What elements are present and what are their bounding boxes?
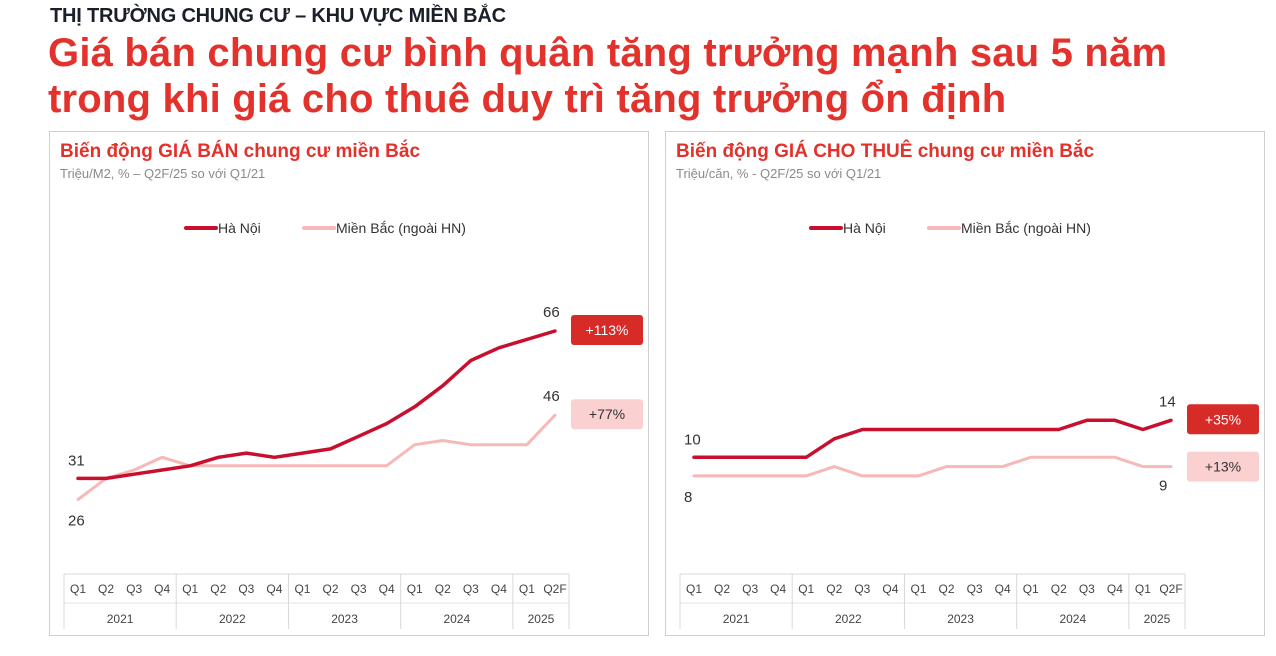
x-axis: Q1 Q2 Q3 Q4 Q1 Q2 Q3 Q4 Q1 Q2 Q3 Q4 Q1 Q2 Q3 Q4 Q1 Q2F 202… — [679, 573, 1186, 629]
chart-title: Biến động GIÁ CHO THUÊ chung cư miền Bắc — [676, 141, 1095, 162]
x-tick-label: Q1 — [1135, 582, 1151, 596]
legend-label-hanoi: Hà Nội — [218, 220, 261, 236]
x-tick-label: Q4 — [266, 582, 282, 596]
series-line-north — [692, 455, 1173, 478]
chart-legend: Hà Nội Miền Bắc (ngoài HN) — [184, 220, 466, 236]
series-line-hanoi — [692, 418, 1173, 460]
badge-north: +77% — [571, 399, 643, 430]
badge-hanoi-bg — [1187, 404, 1259, 435]
chart-panel-sale-price: Biến động GIÁ BÁN chung cư miền Bắc Triệ… — [49, 131, 649, 636]
badge-north-text: +13% — [1205, 459, 1241, 475]
chart-panel-rent-price: Biến động GIÁ CHO THUÊ chung cư miền Bắc… — [665, 131, 1265, 636]
x-year-label: 2024 — [1059, 612, 1086, 626]
x-tick-label: Q1 — [798, 582, 814, 596]
x-tick-label: Q2F — [543, 582, 566, 596]
x-tick-label: Q1 — [182, 582, 198, 596]
badge-north-text: +77% — [589, 406, 625, 422]
x-tick-label: Q4 — [379, 582, 395, 596]
x-tick-label: Q3 — [742, 582, 758, 596]
x-tick-label: Q1 — [910, 582, 926, 596]
x-tick-label: Q2 — [98, 582, 114, 596]
x-year-label: 2023 — [947, 612, 974, 626]
x-tick-label: Q4 — [154, 582, 170, 596]
chart-subtitle: Triệu/căn, % - Q2F/25 so với Q1/21 — [676, 166, 882, 181]
badge-north: +13% — [1187, 451, 1259, 482]
data-label-end-top: 14 — [1159, 393, 1176, 410]
x-tick-label: Q4 — [491, 582, 507, 596]
x-tick-label: Q2 — [939, 582, 955, 596]
x-tick-label: Q3 — [351, 582, 367, 596]
series-line-north — [76, 413, 557, 501]
legend-label-north: Miền Bắc (ngoài HN) — [336, 220, 466, 236]
data-label-start-top: 10 — [684, 431, 701, 448]
headline-line-1: Giá bán chung cư bình quân tăng trưởng m… — [48, 31, 1168, 75]
x-year-label: 2022 — [219, 612, 246, 626]
page-kicker: THỊ TRƯỜNG CHUNG CƯ – KHU VỰC MIỀN BẮC — [50, 5, 506, 27]
x-tick-label: Q4 — [995, 582, 1011, 596]
x-tick-label: Q3 — [1079, 582, 1095, 596]
chart-sale-price: Hà Nội Miền Bắc (ngoài HN) 31 26 66 46 +113% +7… — [63, 220, 643, 629]
data-label-start-bottom: 8 — [684, 489, 692, 506]
chart-legend: Hà Nội Miền Bắc (ngoài HN) — [809, 220, 1091, 236]
x-tick-label: Q3 — [126, 582, 142, 596]
badge-hanoi: +113% — [571, 314, 643, 345]
x-tick-label: Q2 — [1051, 582, 1067, 596]
x-tick-label: Q2 — [435, 582, 451, 596]
chart-rent-price: Hà Nội Miền Bắc (ngoài HN) 10 8 14 9 +35% +13% Q… — [679, 220, 1259, 629]
data-label-start-bottom: 26 — [68, 512, 85, 529]
badge-north-bg — [571, 399, 643, 430]
x-tick-label: Q2 — [714, 582, 730, 596]
data-label-start-top: 31 — [68, 452, 85, 469]
x-year-label: 2022 — [835, 612, 862, 626]
data-label-end-bottom: 46 — [543, 388, 560, 405]
x-tick-label: Q4 — [1107, 582, 1123, 596]
x-axis: Q1 Q2 Q3 Q4 Q1 Q2 Q3 Q4 Q1 Q2 Q3 Q4 Q1 Q2 Q3 Q4 Q1 Q2F 202… — [63, 573, 570, 629]
badge-north-bg — [1187, 451, 1259, 482]
headline-line-2: trong khi giá cho thuê duy trì tăng trưở… — [48, 77, 1007, 121]
x-tick-label: Q2 — [826, 582, 842, 596]
x-year-label: 2025 — [528, 612, 555, 626]
x-tick-label: Q4 — [882, 582, 898, 596]
badge-hanoi-text: +113% — [586, 322, 629, 338]
badge-hanoi: +35% — [1187, 404, 1259, 435]
x-tick-label: Q1 — [519, 582, 535, 596]
legend-label-hanoi: Hà Nội — [843, 220, 886, 236]
x-tick-label: Q3 — [238, 582, 254, 596]
chart-subtitle: Triệu/M2, % – Q2F/25 so với Q1/21 — [60, 166, 266, 181]
badge-hanoi-bg — [571, 314, 643, 345]
x-tick-label: Q1 — [407, 582, 423, 596]
x-tick-label: Q3 — [967, 582, 983, 596]
badge-hanoi-text: +35% — [1205, 411, 1241, 427]
x-year-label: 2021 — [107, 612, 134, 626]
x-tick-label: Q2 — [210, 582, 226, 596]
x-year-label: 2024 — [443, 612, 470, 626]
x-tick-label: Q3 — [854, 582, 870, 596]
x-tick-label: Q2F — [1159, 582, 1182, 596]
x-tick-label: Q3 — [463, 582, 479, 596]
x-tick-label: Q1 — [1023, 582, 1039, 596]
data-label-end-bottom: 9 — [1159, 478, 1167, 495]
page-headline: Giá bán chung cư bình quân tăng trưởng m… — [48, 30, 1273, 122]
x-year-label: 2025 — [1144, 612, 1171, 626]
series-line-hanoi — [76, 329, 557, 481]
x-tick-label: Q2 — [323, 582, 339, 596]
chart-title: Biến động GIÁ BÁN chung cư miền Bắc — [60, 141, 421, 162]
x-tick-label: Q1 — [294, 582, 310, 596]
x-tick-label: Q1 — [686, 582, 702, 596]
x-tick-label: Q4 — [770, 582, 786, 596]
x-year-label: 2023 — [331, 612, 358, 626]
x-tick-label: Q1 — [70, 582, 86, 596]
x-year-label: 2021 — [723, 612, 750, 626]
legend-label-north: Miền Bắc (ngoài HN) — [961, 220, 1091, 236]
data-label-end-top: 66 — [543, 304, 560, 321]
